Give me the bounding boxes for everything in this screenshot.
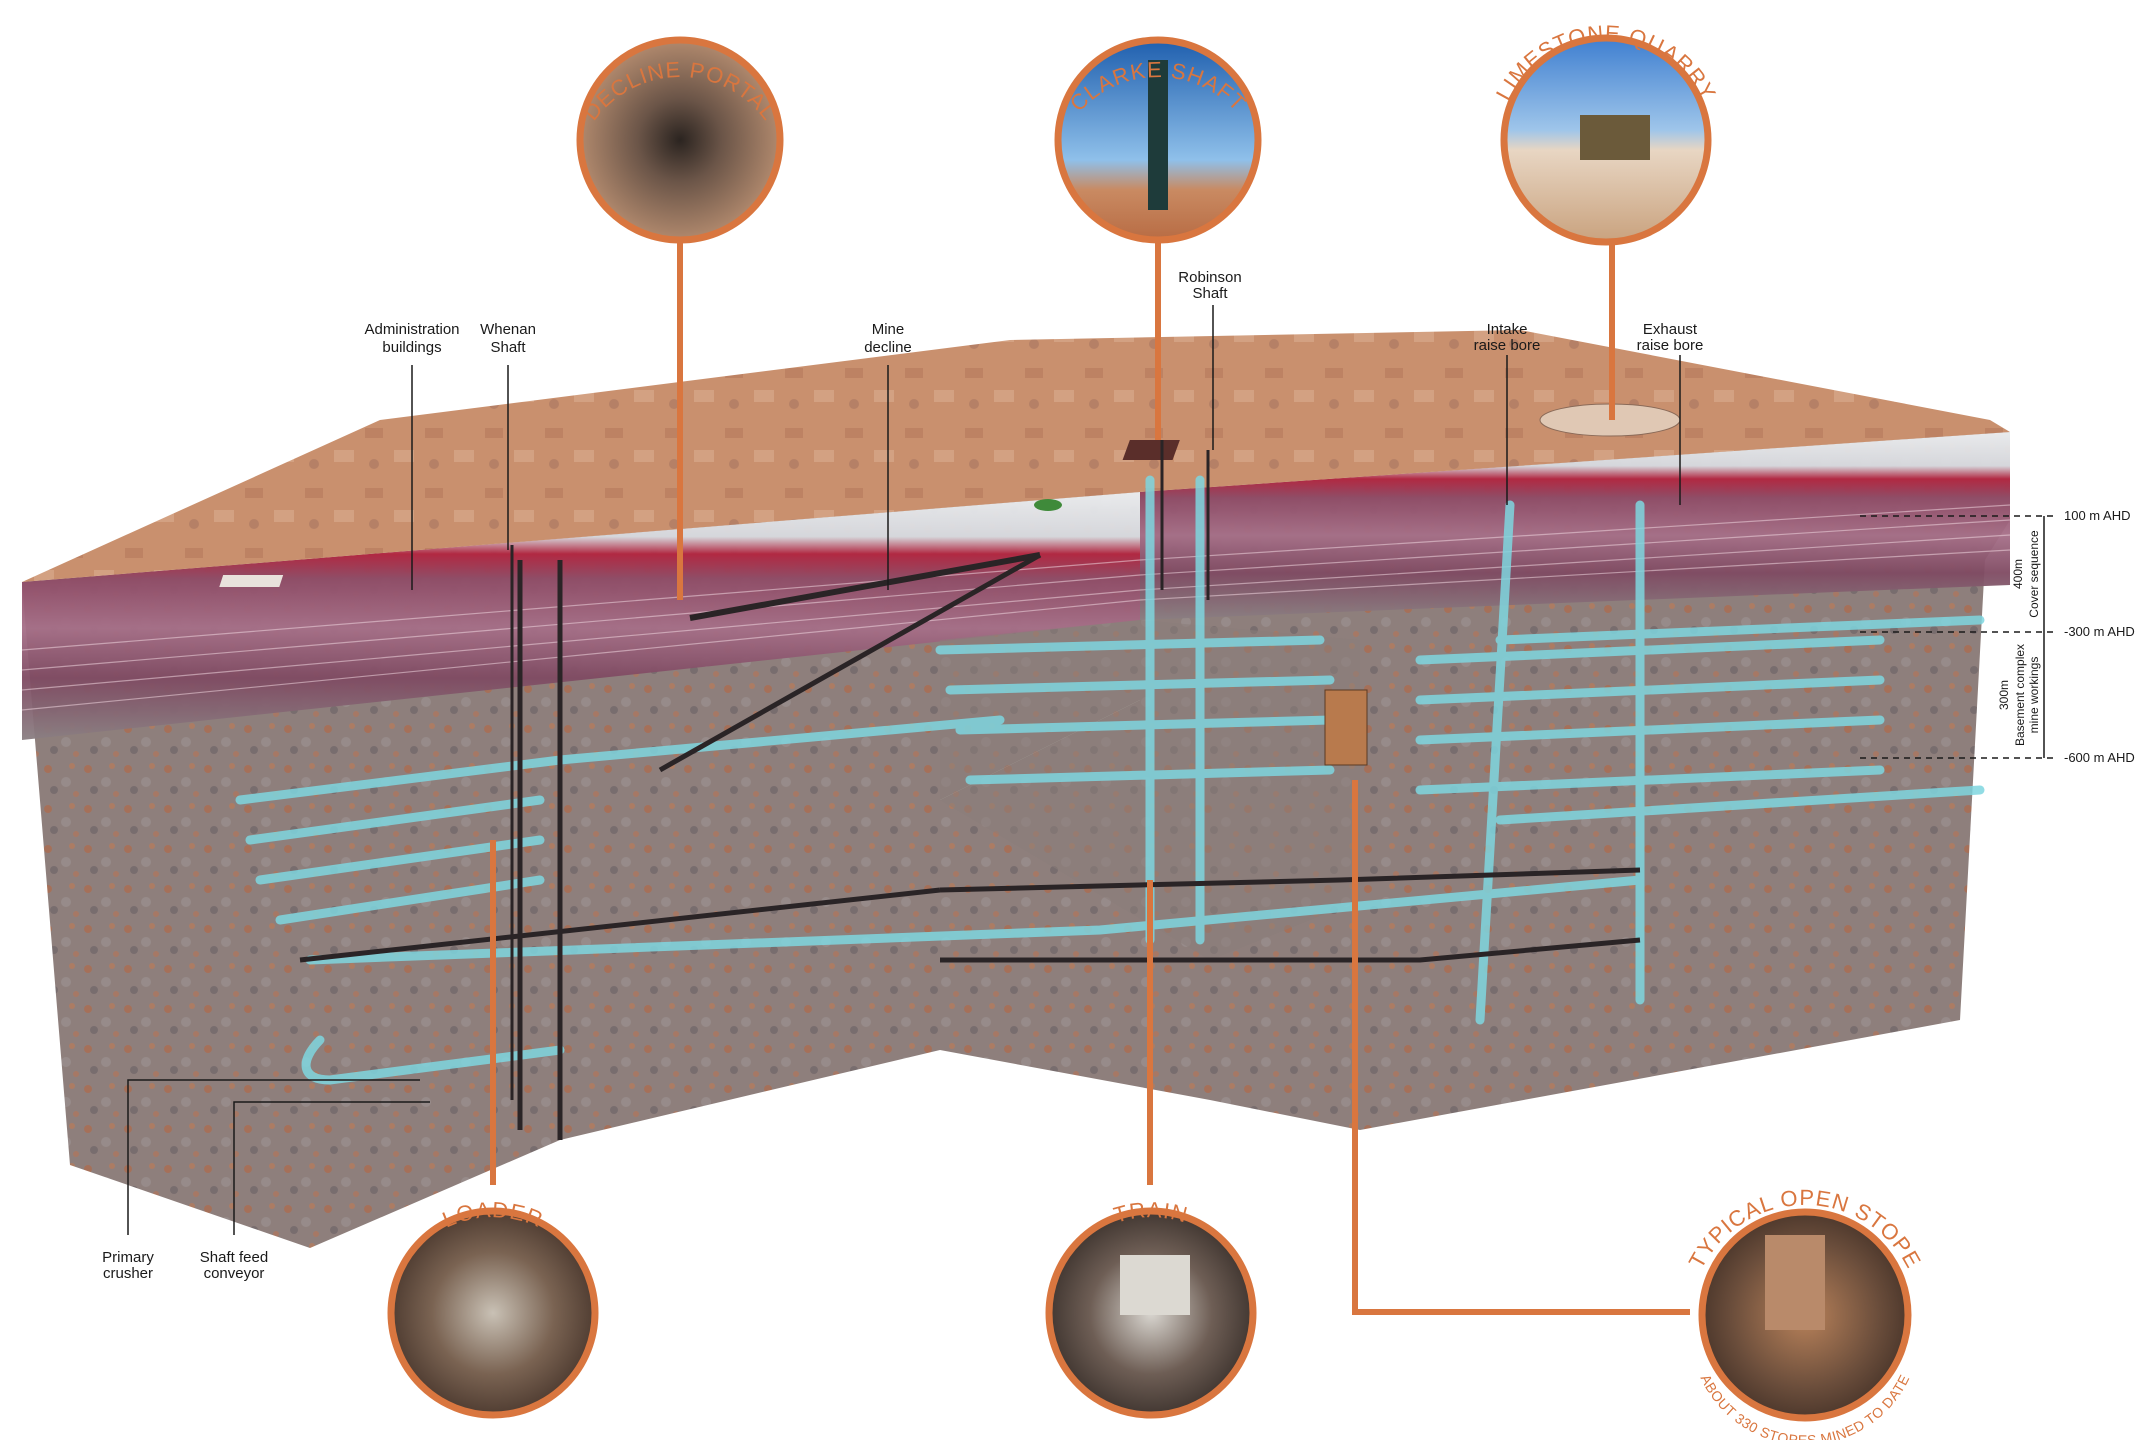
- train-mark: [1120, 1255, 1190, 1315]
- label-conveyor-1: Shaft feed: [200, 1249, 268, 1266]
- callout-train: TRAIN: [1045, 1197, 1257, 1419]
- label-crusher-1: Primary: [102, 1249, 154, 1266]
- depth-lower: 300m: [1997, 680, 2011, 710]
- block-model: [21, 330, 2011, 1248]
- green-field: [1034, 499, 1062, 511]
- label-admin-1: Administration: [364, 321, 459, 338]
- label-exhaust-1: Exhaust: [1643, 321, 1698, 338]
- strata-band-left: [22, 492, 1140, 740]
- label-whenan-2: Shaft: [490, 339, 526, 356]
- depth-upper-desc: Cover sequence: [2027, 530, 2041, 618]
- callout-limestone-quarry: LIMESTONE QUARRY: [1491, 20, 1720, 246]
- mine-levels: [299, 552, 1641, 1140]
- label-decline-1: Mine: [872, 321, 905, 338]
- decline-portal-photo: [576, 36, 784, 244]
- label-intake-2: raise bore: [1474, 337, 1541, 354]
- label-crusher-2: crusher: [103, 1265, 153, 1282]
- strata-lines: [21, 504, 2011, 711]
- stope-photo-block: [1765, 1235, 1825, 1330]
- loader-photo: [387, 1207, 599, 1419]
- label-intake-1: Intake: [1487, 321, 1528, 338]
- level-minus300: -300 m AHD: [2064, 624, 2135, 639]
- truck-mark: [1580, 115, 1650, 160]
- label-robinson-1: Robinson: [1178, 269, 1241, 286]
- label-robinson-2: Shaft: [1192, 285, 1228, 302]
- surface-top: [22, 330, 2010, 582]
- label-decline-2: decline: [864, 339, 912, 356]
- label-whenan-1: Whenan: [480, 321, 536, 338]
- level-100: 100 m AHD: [2064, 508, 2130, 523]
- callout-loader: LOADER: [387, 1197, 599, 1419]
- callout-clarke-shaft: CLARKE SHAFT: [1054, 36, 1262, 244]
- stope-block: [1324, 689, 1368, 766]
- depth-lower-desc-1: Basement complex: [2013, 644, 2027, 746]
- depth-lower-desc-2: mine workings: [2027, 657, 2041, 734]
- callout-typical-open-stope: TYPICAL OPEN STOPE ABOUT 330 STOPES MINE…: [1684, 1185, 1926, 1440]
- level-minus600: -600 m AHD: [2064, 750, 2135, 765]
- tunnel-network: [235, 475, 1985, 1085]
- label-exhaust-2: raise bore: [1637, 337, 1704, 354]
- label-conveyor-2: conveyor: [204, 1265, 265, 1282]
- admin-buildings-mark: [219, 575, 284, 587]
- callout-leaders: [490, 240, 1690, 1315]
- surface-pond: [1122, 440, 1180, 460]
- strata-band-right: [1140, 432, 2010, 620]
- feature-labels: Administration buildings Whenan Shaft Mi…: [102, 269, 1703, 1282]
- label-leaders: [127, 305, 1681, 1235]
- shafts: [510, 440, 1210, 1100]
- depth-upper: 400m: [2011, 559, 2025, 589]
- label-admin-2: buildings: [382, 339, 441, 356]
- callout-decline-portal: DECLINE PORTAL: [576, 36, 784, 244]
- depth-scale: 100 m AHD -300 m AHD -600 m AHD 400m Cov…: [1860, 508, 2135, 765]
- headframe-mark: [1148, 60, 1168, 210]
